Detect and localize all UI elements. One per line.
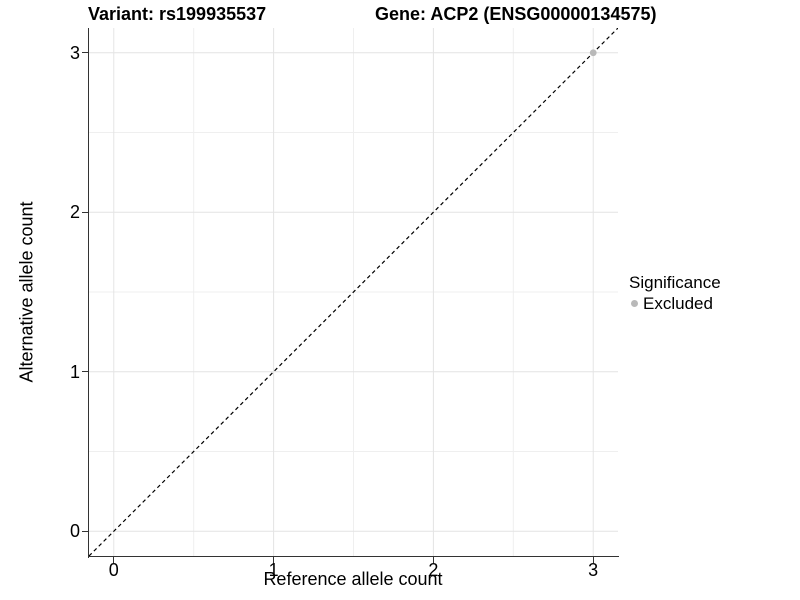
data-point-excluded <box>589 49 597 57</box>
panel-canvas <box>89 28 618 556</box>
y-tick-mark <box>82 530 88 532</box>
plot-title-variant: Variant: rs199935537 <box>88 4 267 24</box>
x-tick-mark <box>592 557 594 563</box>
y-tick-label: 1 <box>69 361 80 382</box>
x-axis-line <box>87 556 619 558</box>
plot-title-gene: Gene: ACP2 (ENSG00000134575) <box>375 4 657 24</box>
y-tick-label: 0 <box>69 521 80 542</box>
y-tick-mark <box>82 52 88 54</box>
identity-line <box>89 28 618 556</box>
y-tick-mark <box>82 371 88 373</box>
y-tick-label: 2 <box>69 202 80 223</box>
y-tick-label: 3 <box>69 42 80 63</box>
legend-item-excluded: Excluded <box>629 294 794 313</box>
legend: Significance Excluded <box>629 273 794 313</box>
legend-title: Significance <box>629 273 721 292</box>
x-tick-label: 3 <box>588 560 599 580</box>
x-tick-mark <box>273 557 275 563</box>
y-tick-mark <box>82 211 88 213</box>
x-tick-label: 1 <box>268 560 279 580</box>
y-axis-title: Alternative allele count <box>16 201 37 383</box>
legend-item-label: Excluded <box>643 294 713 313</box>
legend-key-dot <box>631 300 638 307</box>
x-tick-label: 0 <box>108 560 119 580</box>
x-axis-title: Reference allele count <box>263 569 443 589</box>
x-tick-mark <box>432 557 434 563</box>
x-tick-mark <box>113 557 115 563</box>
legend-items: Excluded <box>629 294 794 313</box>
plot-panel <box>89 28 618 556</box>
y-axis-line <box>87 28 89 558</box>
x-tick-label: 2 <box>428 560 439 580</box>
